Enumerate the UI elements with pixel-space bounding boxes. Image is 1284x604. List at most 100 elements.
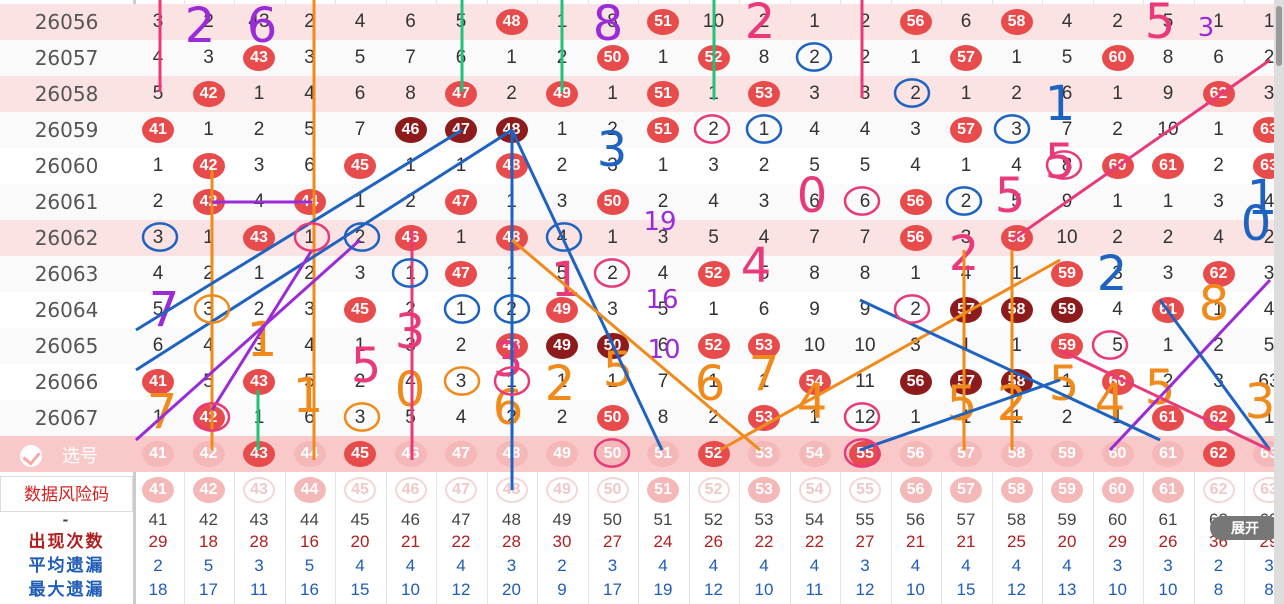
miss-count-cell: 7 [809,227,820,248]
select-ball[interactable]: 53 [748,441,780,467]
pick-ball[interactable]: 57 [950,477,982,503]
select-ball[interactable]: 48 [495,441,528,467]
stats-value: 12 [1007,580,1026,599]
scrollbar-thumb[interactable] [1276,6,1282,66]
number-ball: 60 [1101,45,1134,71]
select-ball[interactable]: 44 [293,441,326,467]
pick-ball[interactable]: 61 [1152,477,1184,503]
select-ball[interactable]: 51 [647,441,679,467]
number-ball: 57 [950,45,982,71]
select-ball[interactable]: 46 [394,441,427,467]
select-ball[interactable]: 56 [899,441,932,467]
miss-count-cell: 6 [960,11,972,32]
expand-button[interactable]: 展开 [1210,516,1280,540]
pick-ball[interactable]: 49 [546,477,578,503]
select-ball[interactable]: 57 [950,441,982,467]
issue-number: 26061 [34,190,99,214]
pick-ball[interactable]: 56 [899,477,932,503]
miss-count-cell: 3 [708,155,719,176]
select-ball[interactable]: 41 [142,441,174,467]
select-ball[interactable]: 60 [1101,441,1134,467]
vertical-scrollbar[interactable] [1274,0,1284,604]
miss-count-cell: 8 [1162,47,1174,68]
stats-value: 3 [1163,556,1173,575]
data-risk-code-button[interactable]: 数据风险码 [0,476,133,512]
stats-row-label: 出现次数 [28,532,105,551]
stats-value: 4 [456,556,466,575]
pick-ball[interactable]: 54 [798,477,831,503]
pick-ball[interactable]: 47 [445,477,477,503]
select-ball[interactable]: 49 [546,441,578,467]
number-ball: 59 [1051,261,1083,287]
number-ball: 53 [748,333,780,359]
pick-ball[interactable]: 58 [1000,477,1033,503]
miss-count-cell: 4 [1112,299,1123,320]
pick-ball[interactable]: 44 [293,477,326,503]
miss-count-cell: 1 [203,227,214,248]
select-ball[interactable]: 47 [445,441,477,467]
number-ball: 52 [697,45,730,71]
number-ball: 59 [1051,297,1083,323]
miss-count-cell: 1 [960,155,972,176]
number-ball: 53 [748,81,780,107]
number-ball: 46 [394,225,427,251]
pick-ball[interactable]: 41 [142,477,174,503]
select-ball[interactable]: 55 [849,441,881,467]
stats-value: 5 [304,556,315,575]
pick-ball[interactable]: 62 [1202,477,1235,503]
miss-count-cell: 3 [203,299,214,320]
miss-count-cell: 1 [708,299,719,320]
pick-ball[interactable]: 42 [192,477,225,503]
checkmark-icon[interactable] [20,445,42,467]
pick-ball[interactable]: 51 [647,477,679,503]
select-ball[interactable]: 42 [192,441,225,467]
number-ball: 61 [1152,153,1184,179]
number-ball: 49 [546,297,578,323]
miss-count-cell: 1 [960,83,972,104]
select-ball[interactable]: 50 [596,441,629,467]
number-ball: 62 [1202,405,1235,431]
number-ball: 57 [950,117,982,143]
pick-ball[interactable]: 60 [1101,477,1134,503]
select-ball[interactable]: 59 [1051,441,1083,467]
miss-count-cell: 2 [405,299,416,320]
miss-count-cell: 1 [1162,335,1174,356]
miss-count-cell: 1 [455,299,467,320]
miss-count-cell: 3 [910,335,921,356]
pick-ball[interactable]: 45 [344,477,376,503]
select-ball[interactable]: 61 [1152,441,1184,467]
select-ball[interactable]: 62 [1202,441,1235,467]
pick-ball[interactable]: 52 [697,477,730,503]
stats-column-header: 60 [1108,510,1127,529]
select-ball[interactable]: 58 [1000,441,1033,467]
pick-ball[interactable]: 53 [748,477,780,503]
number-ball: 47 [445,261,477,287]
miss-count-cell: 2 [1162,371,1174,392]
pick-ball[interactable]: 46 [394,477,427,503]
select-ball[interactable]: 45 [344,441,376,467]
select-ball[interactable]: 43 [243,441,275,467]
pick-ball[interactable]: 43 [243,477,275,503]
pick-ball[interactable]: 59 [1051,477,1083,503]
pick-ball[interactable]: 48 [495,477,528,503]
pick-ball[interactable]: 50 [596,477,629,503]
miss-count-cell: 9 [1162,83,1174,104]
pick-ball[interactable]: 55 [849,477,881,503]
miss-count-cell: 2 [556,155,568,176]
number-ball: 56 [899,189,932,215]
select-number-row-label[interactable]: 选号 [0,438,133,474]
stats-value: 27 [603,532,622,551]
miss-count-cell: 2 [910,299,921,320]
stats-value: 22 [805,532,824,551]
miss-count-cell: 5 [203,371,214,392]
miss-count-cell: 1 [758,119,770,140]
select-ball[interactable]: 54 [798,441,831,467]
number-ball: 50 [596,333,629,359]
miss-count-cell: 7 [405,47,416,68]
stats-value: 13 [1057,580,1077,599]
select-ball[interactable]: 52 [697,441,730,467]
miss-count-cell: 2 [607,263,618,284]
issue-number: 26064 [34,298,99,322]
miss-count-cell: 4 [910,155,921,176]
issue-number: 26060 [34,154,99,178]
